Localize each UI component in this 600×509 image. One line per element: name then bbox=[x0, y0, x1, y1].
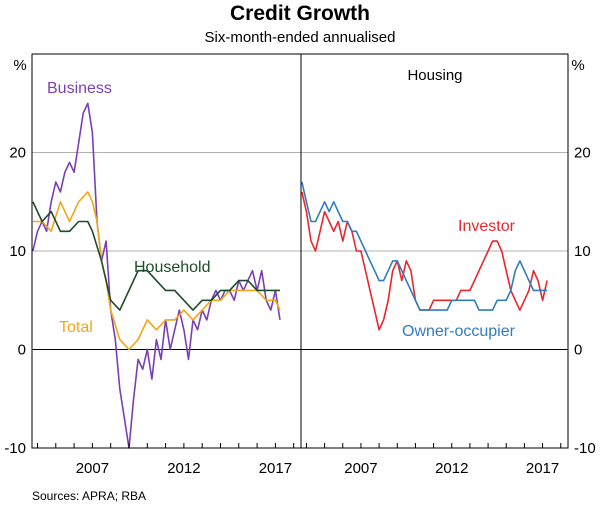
y-axis-right: -10 0 10 20 bbox=[574, 145, 596, 458]
gridlines bbox=[32, 152, 568, 350]
x-axis: 2007 2012 2017 2007 2012 2017 bbox=[76, 460, 560, 477]
y-tick-label-left: -10 bbox=[4, 440, 26, 457]
panel-title-housing: Housing bbox=[407, 67, 462, 84]
plot-frame bbox=[31, 53, 569, 449]
chart-subtitle: Six-month-ended annualised bbox=[205, 29, 396, 46]
label-owner-occupier: Owner-occupier bbox=[402, 323, 516, 340]
y-tick-label-right: -10 bbox=[574, 440, 596, 457]
y-unit-left: % bbox=[13, 57, 26, 74]
label-total: Total bbox=[59, 319, 93, 336]
chart-title: Credit Growth bbox=[230, 2, 370, 25]
tick-marks bbox=[36, 443, 562, 448]
y-axis-left: -10 0 10 20 bbox=[4, 145, 26, 458]
y-tick-label-left: 10 bbox=[9, 243, 26, 260]
y-tick-label-right: 10 bbox=[574, 243, 591, 260]
y-tick-label-right: 0 bbox=[574, 342, 582, 359]
y-tick-label-left: 20 bbox=[9, 145, 26, 162]
x-tick-label-panel-1: 2012 bbox=[167, 460, 200, 477]
label-investor: Investor bbox=[458, 218, 516, 235]
series-line-household bbox=[32, 201, 280, 311]
y-tick-label-right: 20 bbox=[574, 145, 591, 162]
series-layer bbox=[32, 102, 548, 449]
x-tick-label-panel-1: 2017 bbox=[259, 460, 292, 477]
y-unit-right: % bbox=[571, 57, 584, 74]
series-line-total bbox=[32, 191, 281, 351]
x-tick-label-panel-2: 2017 bbox=[526, 460, 559, 477]
x-tick-label-panel-2: 2007 bbox=[344, 460, 377, 477]
x-tick-label-panel-2: 2012 bbox=[435, 460, 468, 477]
label-business: Business bbox=[47, 80, 112, 97]
y-tick-label-left: 0 bbox=[18, 342, 26, 359]
x-tick-label-panel-1: 2007 bbox=[76, 460, 109, 477]
label-household: Household bbox=[134, 259, 211, 276]
chart-source: Sources: APRA; RBA bbox=[32, 489, 146, 503]
series-line-owner-occupier bbox=[301, 181, 548, 311]
